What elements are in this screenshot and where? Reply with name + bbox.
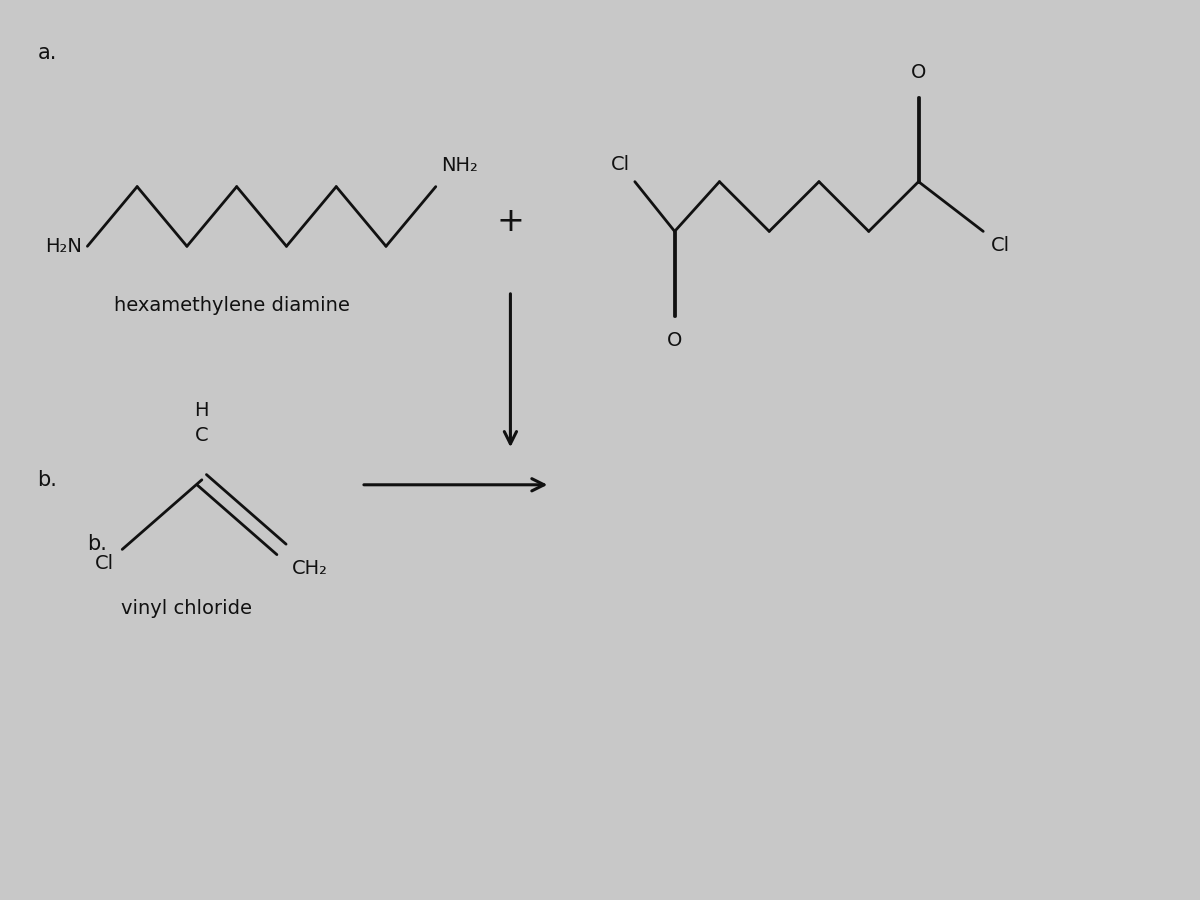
Text: H: H xyxy=(194,401,209,420)
Text: O: O xyxy=(667,330,683,350)
Text: CH₂: CH₂ xyxy=(292,559,328,579)
Text: b.: b. xyxy=(37,470,58,490)
Text: vinyl chloride: vinyl chloride xyxy=(121,599,252,618)
Text: O: O xyxy=(911,63,926,82)
Text: C: C xyxy=(196,426,209,445)
Text: Cl: Cl xyxy=(95,554,114,573)
Text: a.: a. xyxy=(37,42,56,62)
Text: hexamethylene diamine: hexamethylene diamine xyxy=(114,296,349,315)
Text: Cl: Cl xyxy=(611,155,630,174)
Text: b.: b. xyxy=(88,535,107,554)
Text: H₂N: H₂N xyxy=(46,237,83,256)
Text: Cl: Cl xyxy=(991,237,1010,256)
Text: +: + xyxy=(497,205,524,238)
Text: NH₂: NH₂ xyxy=(440,156,478,175)
